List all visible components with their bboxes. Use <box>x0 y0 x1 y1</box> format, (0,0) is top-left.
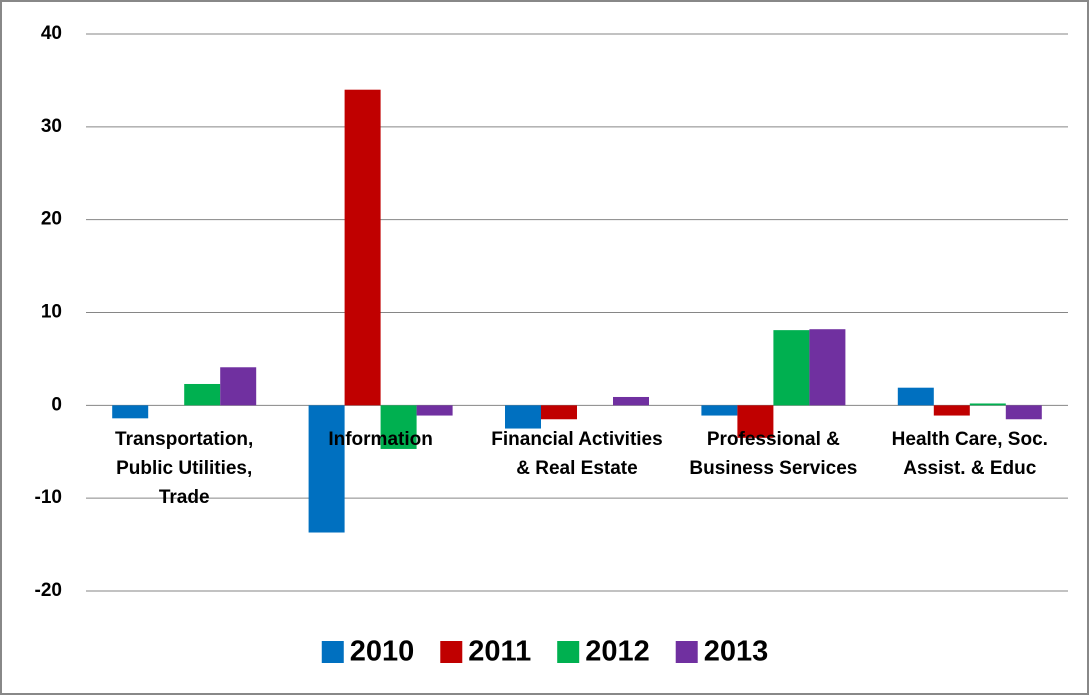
bar <box>380 405 417 449</box>
bar <box>933 405 970 416</box>
x-tick-label: Professional & Business Services <box>689 429 858 480</box>
legend-swatch <box>557 641 580 663</box>
bar <box>773 330 810 406</box>
legend-label: 2011 <box>468 636 531 668</box>
x-tick-label: Financial Activities & Real Estate <box>491 429 663 480</box>
bar <box>701 405 738 416</box>
bar <box>416 405 453 416</box>
y-tick-label: -10 <box>35 487 62 508</box>
legend-label: 2010 <box>350 636 415 668</box>
x-tick-label: Transportation, Public Utilities, Trade <box>115 429 254 509</box>
y-tick-label: 30 <box>41 116 62 137</box>
bar <box>737 405 774 438</box>
bar <box>184 383 221 406</box>
legend-swatch <box>675 641 698 663</box>
x-tick-label: Health Care, Soc. Assist. & Educ <box>891 429 1048 480</box>
bar <box>308 405 345 533</box>
y-tick-label: 10 <box>41 302 62 323</box>
legend-label: 2012 <box>585 636 650 668</box>
y-tick-label: 0 <box>51 394 62 415</box>
bar <box>112 405 149 419</box>
bar <box>344 89 381 406</box>
bar <box>969 403 1006 406</box>
legend-label: 2013 <box>704 636 769 668</box>
y-tick-label: 40 <box>41 23 62 44</box>
legend-swatch <box>440 641 463 663</box>
bar <box>505 405 541 429</box>
y-tick-label: 20 <box>41 209 62 230</box>
legend-swatch <box>321 641 344 663</box>
bar <box>809 329 846 406</box>
y-tick-label: -20 <box>35 580 62 601</box>
bar <box>897 387 934 406</box>
bar <box>613 396 649 406</box>
bar <box>220 367 257 406</box>
bar <box>541 405 577 420</box>
x-tick-label: Information <box>328 429 433 451</box>
bar <box>1005 405 1042 420</box>
